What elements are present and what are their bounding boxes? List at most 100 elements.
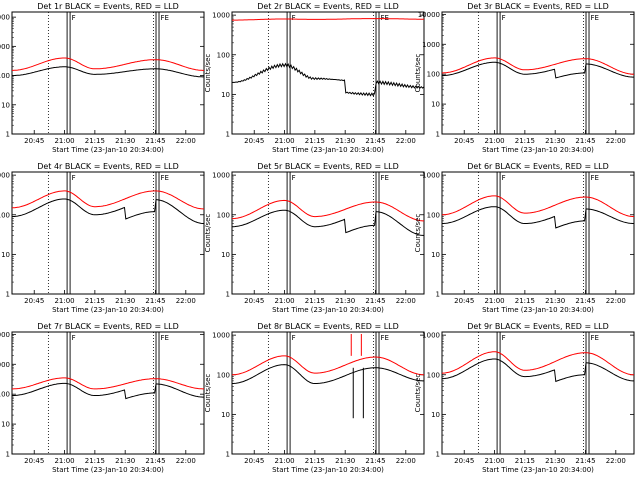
- x-tick-label: 21:30: [545, 297, 565, 305]
- marker-letter: F: [72, 14, 76, 22]
- x-tick-label: 21:30: [115, 297, 135, 305]
- x-tick-label: 21:45: [145, 457, 165, 465]
- x-tick-label: 21:15: [305, 457, 325, 465]
- y-tick-label: 10000: [418, 11, 440, 19]
- x-tick-label: 22:00: [176, 457, 196, 465]
- y-tick-label: 1000: [0, 172, 10, 180]
- x-axis-label: Start Time (23-Jan-10 20:34:00): [52, 306, 164, 314]
- x-tick-label: 21:30: [335, 457, 355, 465]
- x-axis-label: Start Time (23-Jan-10 20:34:00): [272, 306, 384, 314]
- x-tick-label: 21:45: [575, 137, 595, 145]
- x-tick-label: 21:15: [515, 457, 535, 465]
- y-tick-label: 1: [436, 451, 440, 459]
- y-tick-label: 1: [226, 291, 230, 299]
- x-axis-label: Start Time (23-Jan-10 20:34:00): [52, 146, 164, 154]
- panel-title: Det 8r BLACK = Events, RED = LLD: [257, 322, 399, 331]
- y-tick-label: 1: [6, 291, 10, 299]
- x-tick-label: 21:45: [365, 457, 385, 465]
- y-axis-label: Counts/sec: [414, 54, 422, 93]
- lld-series-line: [12, 190, 205, 210]
- lld-series-line: [442, 351, 635, 376]
- plot-frame: [231, 171, 425, 295]
- x-tick-label: 22:00: [606, 137, 626, 145]
- detector-panel-3: Det 3r BLACK = Events, RED = LLD 1 10 100 10…: [414, 2, 635, 154]
- marker-letter: F: [292, 14, 296, 22]
- x-axis-label: Start Time (23-Jan-10 20:34:00): [482, 146, 594, 154]
- marker-letter: F: [502, 14, 506, 22]
- x-tick-label: 21:15: [85, 137, 105, 145]
- panel-title: Det 7r BLACK = Events, RED = LLD: [37, 322, 179, 331]
- x-tick-label: 21:15: [515, 137, 535, 145]
- y-tick-label: 100: [0, 391, 10, 399]
- lld-series-line: [442, 57, 634, 75]
- marker-letter: FE: [591, 14, 599, 22]
- panel-title: Det 6r BLACK = Events, RED = LLD: [467, 162, 609, 171]
- panel-title: Det 4r BLACK = Events, RED = LLD: [37, 162, 179, 171]
- y-tick-label: 100: [0, 72, 10, 80]
- y-tick-label: 10: [1, 251, 10, 259]
- x-tick-label: 21:15: [305, 137, 325, 145]
- plot-frame: [231, 11, 425, 135]
- plot-frame: [231, 331, 425, 455]
- y-tick-label: 10000: [0, 14, 10, 22]
- lld-series-line: [232, 18, 424, 21]
- y-tick-label: 1000: [212, 332, 230, 340]
- x-axis-label: Start Time (23-Jan-10 20:34:00): [272, 146, 384, 154]
- marker-letter: F: [292, 334, 296, 342]
- x-tick-label: 21:15: [515, 297, 535, 305]
- detector-panel-7: Det 7r BLACK = Events, RED = LLD 1 10 100 10…: [0, 322, 205, 474]
- lld-series-line: [12, 377, 204, 390]
- y-tick-label: 100: [427, 211, 440, 219]
- panel-title: Det 3r BLACK = Events, RED = LLD: [467, 2, 609, 11]
- marker-letter: FE: [381, 174, 389, 182]
- y-tick-label: 10: [1, 421, 10, 429]
- y-tick-label: 10: [431, 101, 440, 109]
- events-series-line: [232, 209, 425, 236]
- x-tick-label: 22:00: [606, 297, 626, 305]
- y-tick-label: 100: [217, 51, 230, 59]
- lld-series-line: [231, 355, 425, 376]
- y-tick-label: 1: [6, 451, 10, 459]
- marker-letter: FE: [591, 334, 599, 342]
- x-tick-label: 20:45: [454, 137, 474, 145]
- x-tick-label: 21:30: [335, 297, 355, 305]
- y-tick-label: 10: [431, 251, 440, 259]
- x-tick-label: 21:15: [85, 297, 105, 305]
- lld-series-line: [441, 195, 635, 218]
- y-tick-label: 1000: [422, 41, 440, 49]
- x-tick-label: 21:00: [54, 137, 74, 145]
- detector-panel-5: Det 5r BLACK = Events, RED = LLD 1 10 100 10…: [204, 162, 425, 314]
- y-tick-label: 10: [221, 91, 230, 99]
- detector-panel-8: Det 8r BLACK = Events, RED = LLD 1 10 100 10…: [204, 322, 425, 474]
- x-tick-label: 21:00: [484, 297, 504, 305]
- y-axis-label: Counts/sec: [414, 374, 422, 413]
- x-tick-label: 21:00: [484, 457, 504, 465]
- events-series-line: [11, 198, 204, 224]
- events-series-line: [11, 382, 204, 400]
- x-tick-label: 20:45: [24, 297, 44, 305]
- plot-frame: [11, 331, 205, 455]
- x-axis-label: Start Time (23-Jan-10 20:34:00): [52, 466, 164, 474]
- x-tick-label: 20:45: [24, 137, 44, 145]
- y-axis-label: Counts/sec: [414, 214, 422, 253]
- x-tick-label: 21:00: [274, 457, 294, 465]
- x-tick-label: 22:00: [396, 457, 416, 465]
- y-axis-label: Counts/sec: [204, 374, 212, 413]
- y-tick-label: 1000: [0, 43, 10, 51]
- events-series-line: [232, 364, 424, 384]
- marker-letter: FE: [381, 334, 389, 342]
- x-tick-label: 21:45: [145, 297, 165, 305]
- y-tick-label: 100: [217, 371, 230, 379]
- marker-letter: F: [502, 334, 506, 342]
- x-tick-label: 21:30: [545, 457, 565, 465]
- plot-frame: [11, 171, 205, 295]
- x-tick-label: 21:30: [115, 457, 135, 465]
- y-axis-label: Counts/sec: [204, 214, 212, 253]
- y-tick-label: 100: [427, 71, 440, 79]
- detector-panel-6: Det 6r BLACK = Events, RED = LLD 1 10 100 10…: [414, 162, 635, 314]
- y-tick-label: 1000: [422, 332, 440, 340]
- x-tick-label: 21:45: [365, 297, 385, 305]
- x-tick-label: 21:00: [54, 297, 74, 305]
- panel-title: Det 9r BLACK = Events, RED = LLD: [467, 322, 609, 331]
